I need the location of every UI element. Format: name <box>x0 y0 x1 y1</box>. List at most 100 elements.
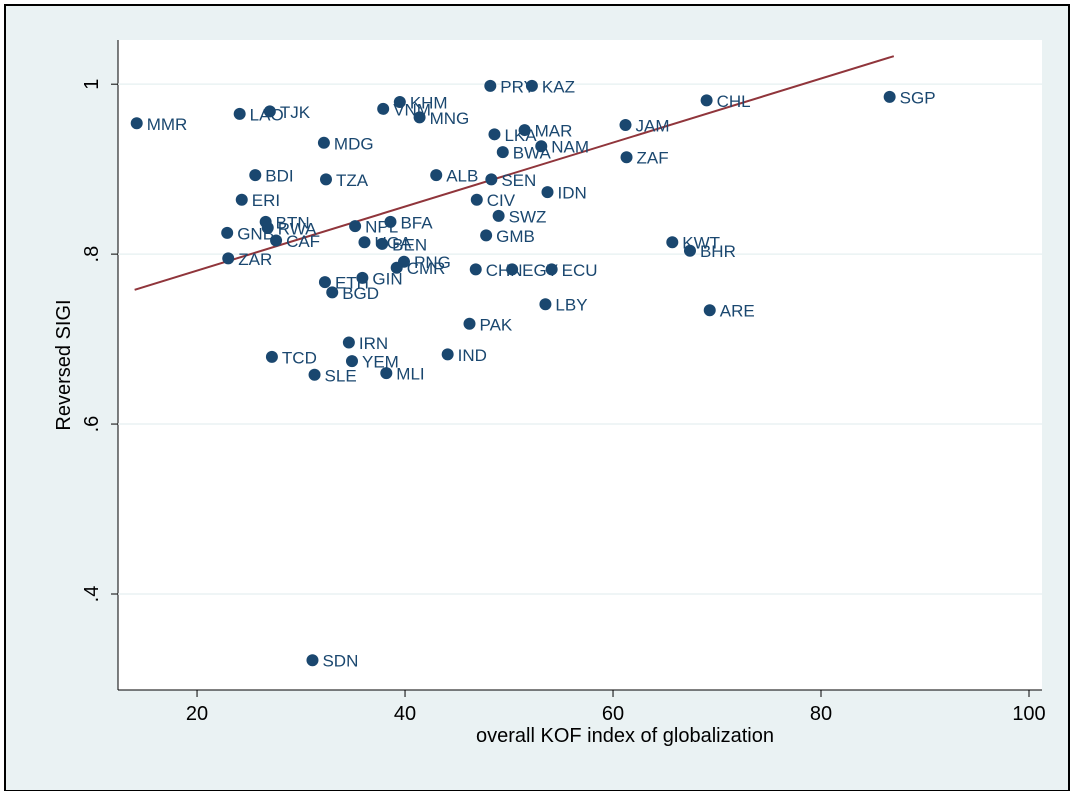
point-label: ERI <box>252 191 280 210</box>
point <box>261 221 274 234</box>
plot-area <box>118 40 1042 690</box>
point-label: ALB <box>446 167 478 186</box>
point-label: GIN <box>372 269 402 288</box>
point-label: YEM <box>362 353 399 372</box>
point <box>496 146 509 159</box>
point-label: LBY <box>555 296 587 315</box>
point <box>263 105 276 118</box>
point-label: BEN <box>392 235 427 254</box>
point <box>463 317 476 330</box>
point <box>318 276 331 289</box>
point-label: BTN <box>276 213 310 232</box>
x-tick-label: 100 <box>1012 703 1045 725</box>
point-label: BDI <box>265 167 293 186</box>
point <box>700 94 713 107</box>
point-label: PNG <box>414 253 451 272</box>
point <box>470 193 483 206</box>
point <box>233 107 246 120</box>
point <box>380 367 393 380</box>
point <box>413 111 426 124</box>
point-label: LKA <box>504 126 537 145</box>
point-label: TZA <box>336 171 369 190</box>
point-label: PAK <box>480 315 513 334</box>
point-label: GNB <box>237 224 274 243</box>
point <box>506 263 519 276</box>
point <box>130 117 143 130</box>
point <box>390 261 403 274</box>
point-label: ECU <box>562 261 598 280</box>
point-label: KAZ <box>542 77 575 96</box>
point-label: BWA <box>513 144 552 163</box>
x-tick-label: 60 <box>602 703 624 725</box>
point <box>441 348 454 361</box>
point-label: IRN <box>359 334 388 353</box>
point-label: TJK <box>280 103 311 122</box>
point <box>883 90 896 103</box>
point <box>518 124 531 137</box>
point-label: SLE <box>325 366 357 385</box>
point <box>249 169 262 182</box>
point-label: IDN <box>558 184 587 203</box>
point-label: BFA <box>400 213 433 232</box>
point <box>484 79 497 92</box>
point-label: CHL <box>717 92 751 111</box>
point-label: PRY <box>500 77 535 96</box>
y-tick-label: 1 <box>81 79 103 90</box>
point <box>480 229 493 242</box>
point <box>342 336 355 349</box>
point <box>326 286 339 299</box>
point <box>377 102 390 115</box>
point-label: MMR <box>147 115 188 134</box>
point-label: MLI <box>396 365 424 384</box>
point <box>683 244 696 257</box>
point-label: ZAR <box>238 250 272 269</box>
point-label: KHM <box>410 94 448 113</box>
point-label: ARE <box>720 302 755 321</box>
point <box>541 186 554 199</box>
point <box>666 236 679 249</box>
point <box>488 128 501 141</box>
point <box>430 169 443 182</box>
point <box>306 654 319 667</box>
point <box>221 226 234 239</box>
point-label: CAF <box>286 232 320 251</box>
point-label: NAM <box>551 138 589 157</box>
point <box>384 215 397 228</box>
point-label: BHR <box>700 242 736 261</box>
point <box>270 234 283 247</box>
x-tick-label: 80 <box>810 703 832 725</box>
point-label: ZAF <box>637 149 669 168</box>
point-label: CMR <box>407 259 446 278</box>
point <box>619 118 632 131</box>
point <box>485 173 498 186</box>
point-label: MDG <box>334 134 374 153</box>
point-label: TCD <box>282 348 317 367</box>
y-tick-label: .4 <box>81 586 103 603</box>
point <box>525 79 538 92</box>
point-label: JAM <box>635 116 669 135</box>
y-axis-title: Reversed SIGI <box>53 299 75 430</box>
point-label: MAR <box>535 122 573 141</box>
point <box>539 298 552 311</box>
point-label: GMB <box>496 227 535 246</box>
point <box>356 271 369 284</box>
marks: .4.6.8120406080100MMRLAOTJKVNMKHMMNGMDGB… <box>81 55 1046 725</box>
point <box>265 350 278 363</box>
y-tick-label: .8 <box>81 246 103 263</box>
point <box>358 236 371 249</box>
point-label: RWA <box>278 219 317 238</box>
point-label: MNG <box>430 109 470 128</box>
point <box>535 140 548 153</box>
point <box>349 220 362 233</box>
point <box>308 368 321 381</box>
point <box>235 193 248 206</box>
point <box>703 304 716 317</box>
point <box>376 237 389 250</box>
point-label: SDN <box>322 652 358 671</box>
point <box>345 355 358 368</box>
point-label: SGP <box>900 88 936 107</box>
point-label: BGD <box>342 284 379 303</box>
point <box>222 252 235 265</box>
x-tick-label: 40 <box>394 703 416 725</box>
